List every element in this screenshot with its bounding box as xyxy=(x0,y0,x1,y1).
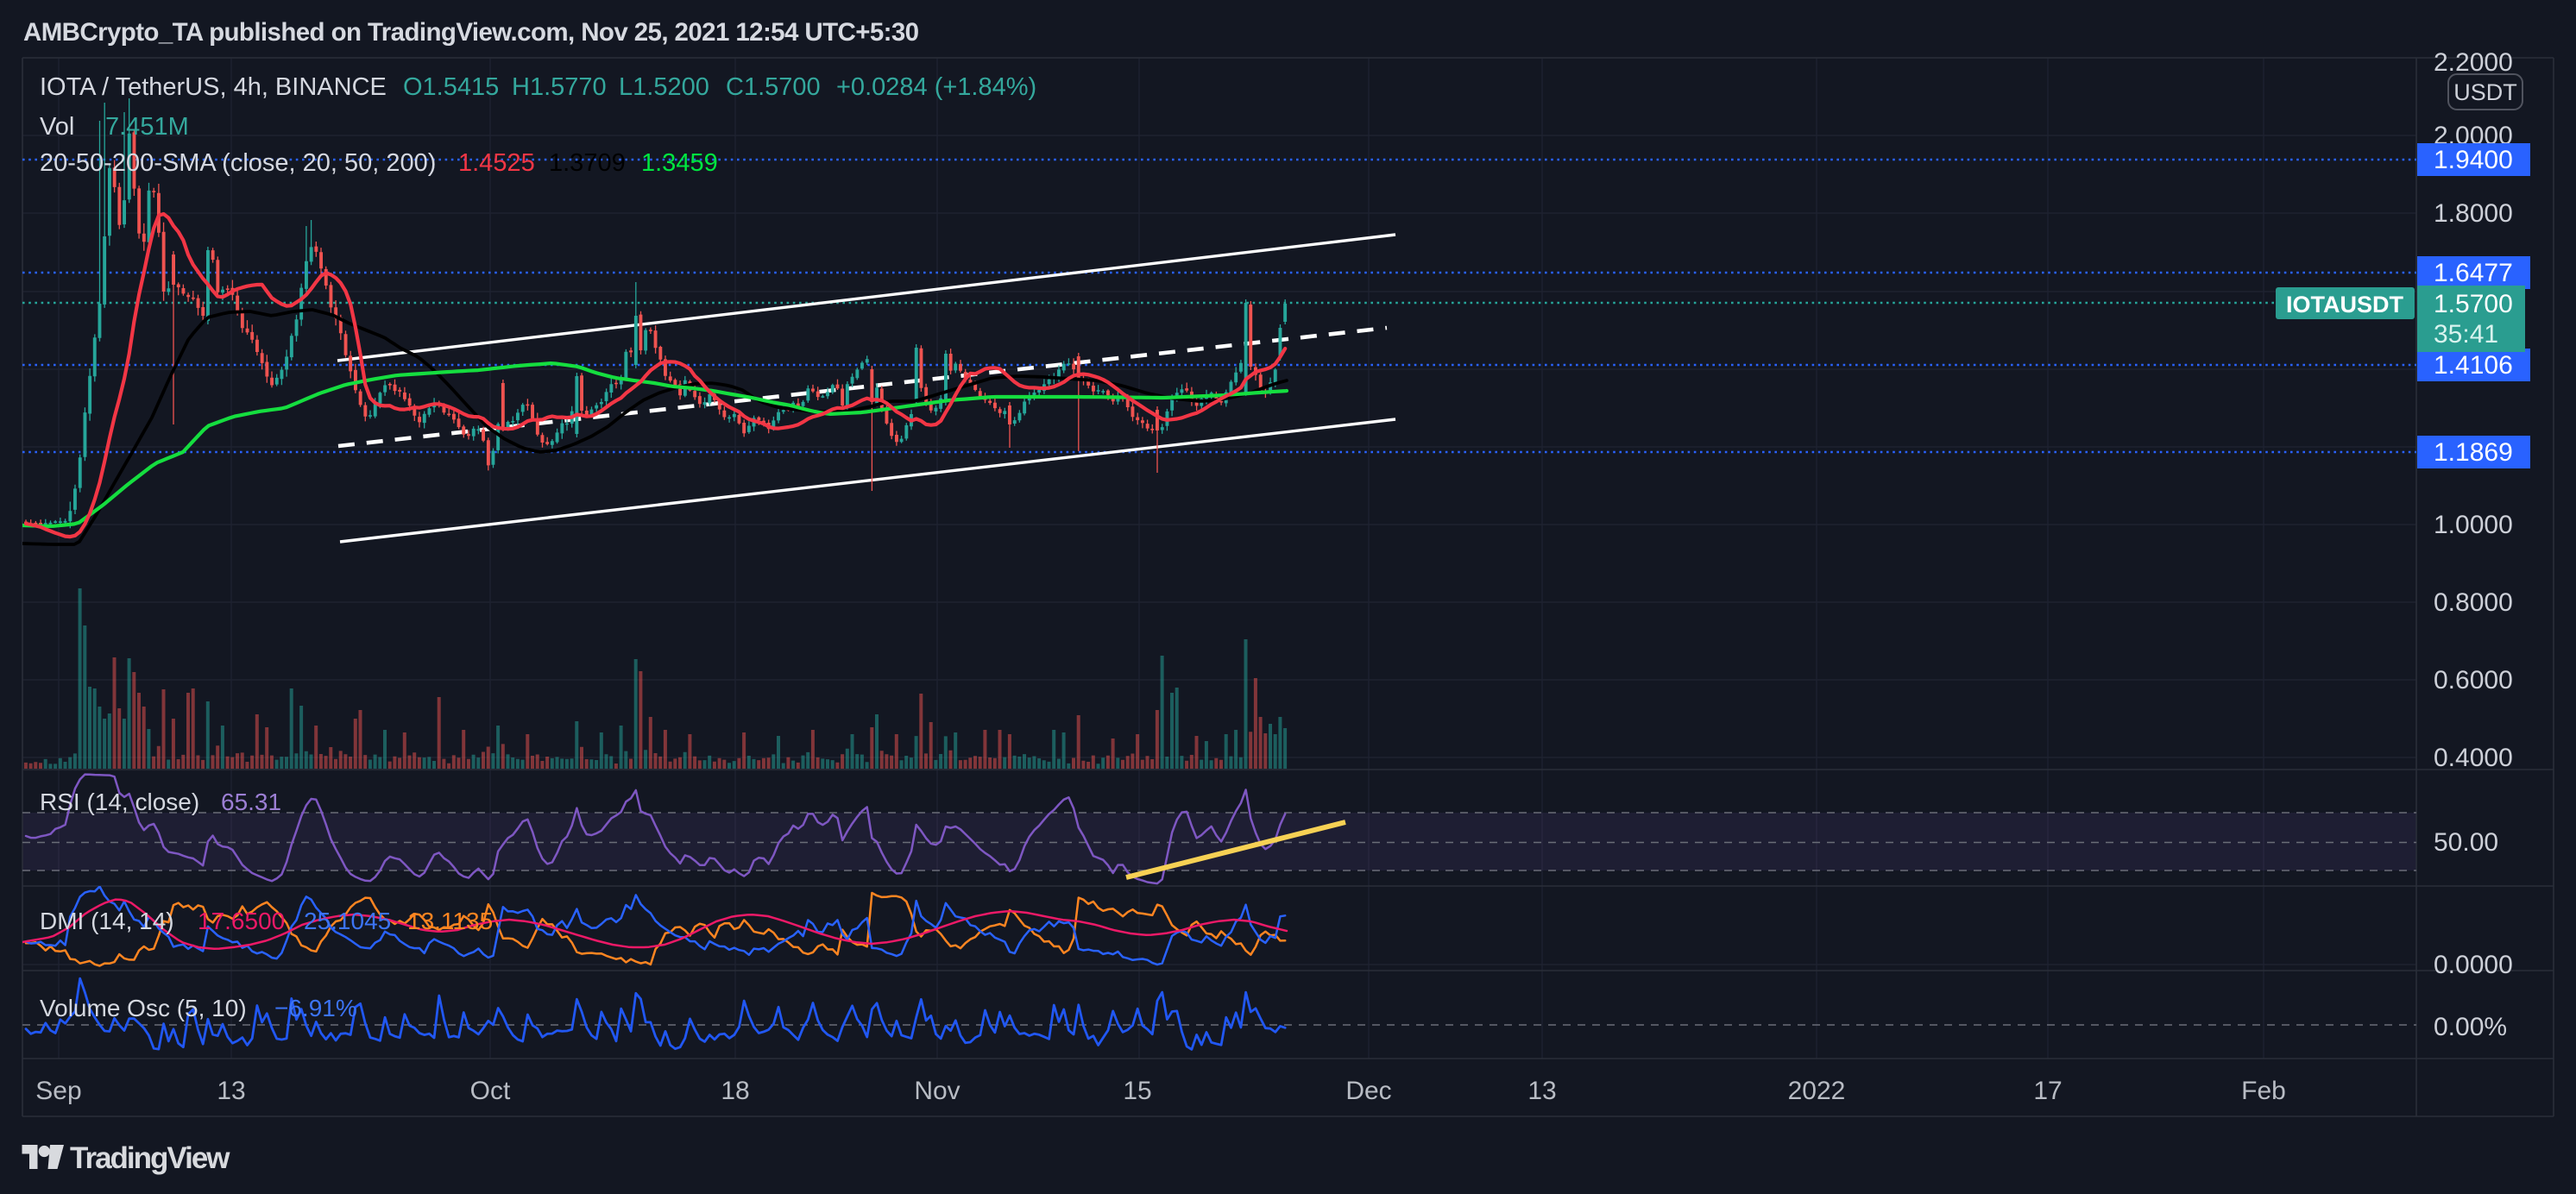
svg-text:AMBCrypto_TA published on Trad: AMBCrypto_TA published on TradingView.co… xyxy=(23,18,919,47)
svg-text:50.00: 50.00 xyxy=(2434,828,2498,857)
svg-text:0.6000: 0.6000 xyxy=(2434,666,2513,694)
svg-text:7.451M: 7.451M xyxy=(105,113,189,141)
svg-text:Vol: Vol xyxy=(40,113,74,141)
svg-text:Feb: Feb xyxy=(2241,1077,2286,1105)
svg-text:0.4000: 0.4000 xyxy=(2434,744,2513,772)
svg-text:2022: 2022 xyxy=(1788,1077,1846,1105)
svg-text:1.4525: 1.4525 xyxy=(458,149,535,177)
svg-text:Oct: Oct xyxy=(470,1077,511,1105)
svg-text:13: 13 xyxy=(1527,1077,1556,1105)
svg-text:13.1135: 13.1135 xyxy=(407,908,493,934)
svg-text:1.3459: 1.3459 xyxy=(641,149,718,177)
svg-text:0.8000: 0.8000 xyxy=(2434,588,2513,617)
svg-text:Nov: Nov xyxy=(914,1077,960,1105)
svg-text:0.00%: 0.00% xyxy=(2434,1013,2507,1041)
svg-text:1.4106: 1.4106 xyxy=(2434,351,2513,380)
svg-text:USDT: USDT xyxy=(2453,79,2517,105)
svg-text:65.31: 65.31 xyxy=(221,789,281,815)
svg-text:35:41: 35:41 xyxy=(2434,320,2498,349)
svg-text:1.6477: 1.6477 xyxy=(2434,259,2513,287)
svg-text:13: 13 xyxy=(217,1077,245,1105)
svg-text:1.0000: 1.0000 xyxy=(2434,511,2513,539)
svg-text:IOTA / TetherUS, 4h, BINANCE: IOTA / TetherUS, 4h, BINANCE xyxy=(40,73,387,101)
svg-text:IOTAUSDT: IOTAUSDT xyxy=(2286,292,2403,317)
svg-text:L1.5200: L1.5200 xyxy=(619,73,709,101)
svg-text:18: 18 xyxy=(721,1077,749,1105)
svg-text:0.0000: 0.0000 xyxy=(2434,951,2513,979)
svg-text:17: 17 xyxy=(2033,1077,2062,1105)
svg-text:1.1869: 1.1869 xyxy=(2434,438,2513,467)
svg-text:1.8000: 1.8000 xyxy=(2434,199,2513,228)
svg-text:H1.5770: H1.5770 xyxy=(512,73,607,101)
svg-text:C1.5700: C1.5700 xyxy=(726,73,821,101)
svg-text:Sep: Sep xyxy=(35,1077,81,1105)
svg-text:DMI (14, 14): DMI (14, 14) xyxy=(40,908,174,934)
svg-text:15: 15 xyxy=(1123,1077,1151,1105)
svg-text:1.3709: 1.3709 xyxy=(549,149,626,177)
svg-text:17.6500: 17.6500 xyxy=(198,908,285,934)
svg-text:RSI (14, close): RSI (14, close) xyxy=(40,789,199,815)
svg-text:1.9400: 1.9400 xyxy=(2434,146,2513,174)
svg-text:25.1045: 25.1045 xyxy=(304,908,391,934)
svg-text:+0.0284 (+1.84%): +0.0284 (+1.84%) xyxy=(836,73,1036,101)
svg-text:Dec: Dec xyxy=(1345,1077,1391,1105)
svg-text:1.5700: 1.5700 xyxy=(2434,290,2513,318)
svg-text:O1.5415: O1.5415 xyxy=(403,73,499,101)
svg-text:TradingView: TradingView xyxy=(70,1141,230,1175)
svg-text:Volume Osc (5, 10): Volume Osc (5, 10) xyxy=(40,995,247,1021)
svg-text:−6.91%: −6.91% xyxy=(274,995,357,1021)
svg-text:2.2000: 2.2000 xyxy=(2434,48,2513,77)
svg-text:20-50-200-SMA (close, 20, 50,: 20-50-200-SMA (close, 20, 50, 200) xyxy=(40,149,436,177)
